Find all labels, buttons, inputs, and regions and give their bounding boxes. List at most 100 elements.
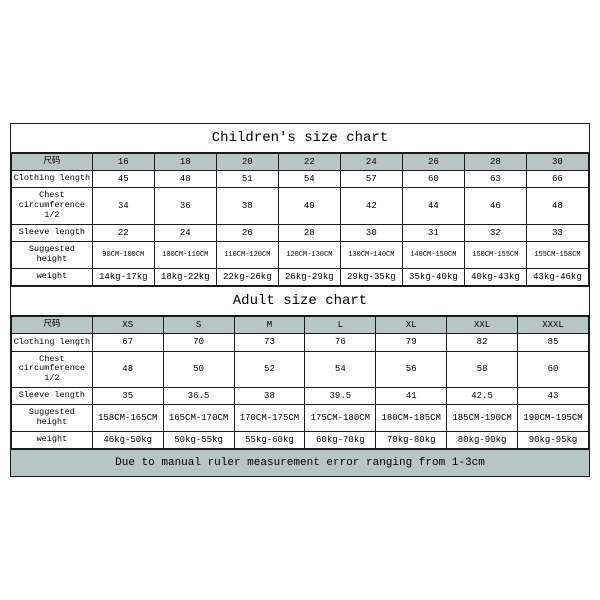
size-header: 22	[278, 153, 340, 170]
cell: 50	[163, 351, 234, 387]
cell: 60	[402, 171, 464, 188]
cell: 26kg-29kg	[278, 268, 340, 285]
size-header: 18	[154, 153, 216, 170]
cell: 36.5	[163, 387, 234, 404]
size-header: 20	[216, 153, 278, 170]
cell: 29kg-35kg	[340, 268, 402, 285]
cell: 22	[92, 224, 154, 241]
cell: 66	[526, 171, 588, 188]
size-header: L	[305, 317, 376, 334]
cell: 14kg-17kg	[92, 268, 154, 285]
size-header: 24	[340, 153, 402, 170]
cell: 56	[376, 351, 447, 387]
cell: 46	[464, 188, 526, 224]
cell: 40kg-43kg	[464, 268, 526, 285]
cell: 33	[526, 224, 588, 241]
row-label: Sleeve length	[12, 387, 93, 404]
cell: 54	[305, 351, 376, 387]
cell: 44	[402, 188, 464, 224]
row-label: Suggested height	[12, 242, 93, 269]
cell: 190CM-195CM	[518, 405, 589, 432]
cell: 46kg-50kg	[92, 431, 163, 448]
cell: 60	[518, 351, 589, 387]
cell: 35kg-40kg	[402, 268, 464, 285]
cell: 90CM-100CM	[92, 242, 154, 269]
row-label: weight	[12, 268, 93, 285]
size-header: XS	[92, 317, 163, 334]
cell: 67	[92, 334, 163, 351]
cell: 150CM-155CM	[464, 242, 526, 269]
size-header: XXXL	[518, 317, 589, 334]
cell: 48	[154, 171, 216, 188]
size-header: 26	[402, 153, 464, 170]
cell: 70	[163, 334, 234, 351]
cell: 110CM-120CM	[216, 242, 278, 269]
cell: 30	[340, 224, 402, 241]
size-header: 16	[92, 153, 154, 170]
cell: 43kg-46kg	[526, 268, 588, 285]
size-header: S	[163, 317, 234, 334]
cell: 42	[340, 188, 402, 224]
size-header: XL	[376, 317, 447, 334]
cell: 100CM-110CM	[154, 242, 216, 269]
cell: 26	[216, 224, 278, 241]
size-header: 30	[526, 153, 588, 170]
cell: 185CM-190CM	[447, 405, 518, 432]
cell: 36	[154, 188, 216, 224]
cell: 57	[340, 171, 402, 188]
header-label: 尺码	[12, 317, 93, 334]
children-table: 尺码1618202224262830Clothing length4548515…	[11, 153, 589, 286]
cell: 82	[447, 334, 518, 351]
size-header: XXL	[447, 317, 518, 334]
cell: 34	[92, 188, 154, 224]
cell: 18kg-22kg	[154, 268, 216, 285]
cell: 48	[526, 188, 588, 224]
cell: 45	[92, 171, 154, 188]
row-label: Chest circumference 1/2	[12, 351, 93, 387]
size-header: M	[234, 317, 305, 334]
row-label: Clothing length	[12, 171, 93, 188]
cell: 60kg-70kg	[305, 431, 376, 448]
size-chart-container: Children's size chart 尺码1618202224262830…	[10, 123, 590, 477]
cell: 175CM-180CM	[305, 405, 376, 432]
cell: 22kg-26kg	[216, 268, 278, 285]
cell: 35	[92, 387, 163, 404]
cell: 165CM-170CM	[163, 405, 234, 432]
cell: 55kg-60kg	[234, 431, 305, 448]
cell: 39.5	[305, 387, 376, 404]
children-title: Children's size chart	[11, 124, 589, 153]
row-label: weight	[12, 431, 93, 448]
size-header: 28	[464, 153, 526, 170]
header-label: 尺码	[12, 153, 93, 170]
adult-table: 尺码XSSMLXLXXLXXXLClothing length677073767…	[11, 316, 589, 449]
footer-note: Due to manual ruler measurement error ra…	[11, 449, 589, 476]
cell: 70kg-80kg	[376, 431, 447, 448]
cell: 63	[464, 171, 526, 188]
cell: 51	[216, 171, 278, 188]
cell: 120CM-130CM	[278, 242, 340, 269]
cell: 140CM-150CM	[402, 242, 464, 269]
cell: 155CM-158CM	[526, 242, 588, 269]
cell: 170CM-175CM	[234, 405, 305, 432]
cell: 40	[278, 188, 340, 224]
cell: 80kg-90kg	[447, 431, 518, 448]
cell: 73	[234, 334, 305, 351]
cell: 28	[278, 224, 340, 241]
cell: 79	[376, 334, 447, 351]
cell: 42.5	[447, 387, 518, 404]
cell: 38	[234, 387, 305, 404]
cell: 90kg-95kg	[518, 431, 589, 448]
cell: 158CM-165CM	[92, 405, 163, 432]
row-label: Clothing length	[12, 334, 93, 351]
cell: 76	[305, 334, 376, 351]
cell: 38	[216, 188, 278, 224]
cell: 58	[447, 351, 518, 387]
cell: 50kg-55kg	[163, 431, 234, 448]
cell: 31	[402, 224, 464, 241]
row-label: Sleeve length	[12, 224, 93, 241]
cell: 52	[234, 351, 305, 387]
cell: 130CM-140CM	[340, 242, 402, 269]
row-label: Chest circumference 1/2	[12, 188, 93, 224]
cell: 43	[518, 387, 589, 404]
cell: 85	[518, 334, 589, 351]
